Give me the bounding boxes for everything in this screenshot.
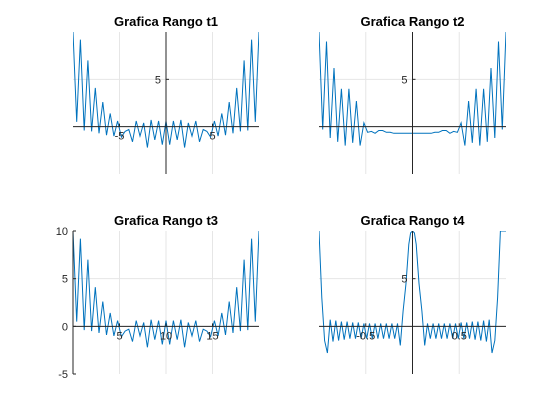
subplot-4: -0.5 0.5 5 Grafica Rango t4: [319, 213, 506, 374]
subplot-title: Grafica Rango t3: [114, 213, 218, 228]
x-tick-label: 15: [206, 330, 218, 342]
y-tick-label: 5: [62, 274, 68, 286]
x-tick-label: 0.5: [452, 330, 467, 342]
subplot-3: 5 10 15 -5 0 5 10 Grafica Rango t3: [56, 213, 259, 381]
y-tick-label: 5: [401, 274, 407, 286]
subplot-1: -5 5 5 Grafica Rango t1: [73, 14, 259, 174]
x-tick-label: 10: [160, 330, 172, 342]
y-tick-label: 5: [401, 74, 407, 86]
x-tick-label: -5: [115, 131, 125, 143]
x-tick-label: 5: [116, 330, 122, 342]
y-tick-label: -5: [58, 369, 68, 381]
series-line-1: [73, 231, 259, 348]
x-tick-label: -0.5: [356, 330, 375, 342]
subplot-title: Grafica Rango t4: [360, 213, 465, 228]
x-tick-label: 5: [209, 131, 215, 143]
series-line-1: [319, 231, 506, 354]
subplot-2: 5 Grafica Rango t2: [319, 14, 506, 174]
y-tick-label: 0: [62, 321, 68, 333]
subplot-title: Grafica Rango t2: [360, 14, 464, 29]
subplot-title: Grafica Rango t1: [114, 14, 218, 29]
y-tick-label: 10: [56, 226, 68, 238]
y-tick-label: 5: [155, 74, 161, 86]
